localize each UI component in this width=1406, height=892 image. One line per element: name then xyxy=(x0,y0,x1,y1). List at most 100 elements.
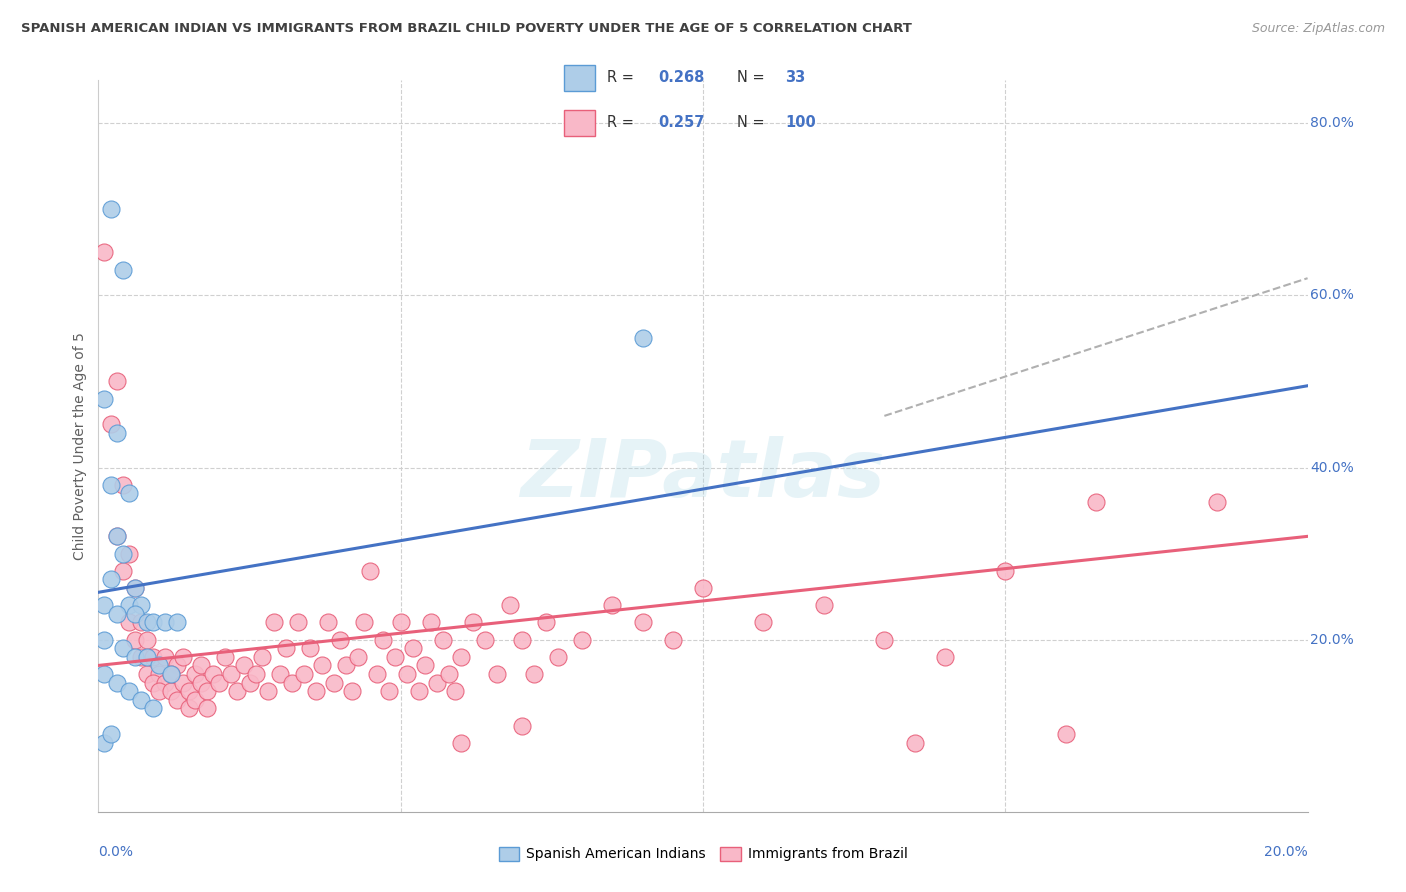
Point xyxy=(450,736,472,750)
Point xyxy=(547,649,569,664)
Text: 0.268: 0.268 xyxy=(658,70,704,86)
Y-axis label: Child Poverty Under the Age of 5: Child Poverty Under the Age of 5 xyxy=(73,332,87,560)
Point xyxy=(232,658,254,673)
Point xyxy=(432,632,454,647)
Point xyxy=(413,658,436,673)
Point xyxy=(135,632,157,647)
Point xyxy=(166,693,188,707)
Point xyxy=(100,202,122,217)
Point xyxy=(813,598,835,612)
Point xyxy=(172,649,194,664)
Point xyxy=(129,615,152,630)
Point xyxy=(245,667,267,681)
Point xyxy=(250,649,273,664)
Point xyxy=(129,649,152,664)
Point xyxy=(239,675,262,690)
Point xyxy=(105,529,128,543)
Point xyxy=(153,649,176,664)
Point xyxy=(177,684,201,698)
Point xyxy=(1085,495,1108,509)
Point xyxy=(287,615,309,630)
Point xyxy=(226,684,249,698)
Point xyxy=(498,598,520,612)
Bar xyxy=(564,110,595,136)
Point xyxy=(752,615,775,630)
Point xyxy=(214,649,236,664)
Point xyxy=(100,477,122,491)
Point xyxy=(124,607,146,621)
Point xyxy=(353,615,375,630)
Point xyxy=(135,649,157,664)
Point xyxy=(172,675,194,690)
Point xyxy=(190,675,212,690)
Point xyxy=(510,719,533,733)
Point xyxy=(135,667,157,681)
Point xyxy=(510,632,533,647)
Point xyxy=(111,564,134,578)
Text: 80.0%: 80.0% xyxy=(1310,116,1354,130)
Point xyxy=(153,615,176,630)
Point xyxy=(1206,495,1229,509)
Text: N =: N = xyxy=(737,115,769,130)
Point xyxy=(111,262,134,277)
Point xyxy=(602,598,624,612)
Point xyxy=(571,632,593,647)
Text: 60.0%: 60.0% xyxy=(1310,288,1354,302)
Point xyxy=(335,658,357,673)
Text: 0.0%: 0.0% xyxy=(98,845,134,859)
Point xyxy=(274,641,297,656)
Point xyxy=(100,573,122,587)
Point xyxy=(142,701,165,715)
Point xyxy=(384,649,406,664)
Point xyxy=(160,684,183,698)
Text: R =: R = xyxy=(607,70,638,86)
Point xyxy=(93,245,115,260)
Text: ZIPatlas: ZIPatlas xyxy=(520,436,886,515)
Point xyxy=(195,701,218,715)
Point xyxy=(148,667,170,681)
Point xyxy=(184,693,207,707)
Point xyxy=(661,632,683,647)
Point xyxy=(342,684,364,698)
Point xyxy=(426,675,449,690)
Point xyxy=(124,632,146,647)
Text: R =: R = xyxy=(607,115,638,130)
Point xyxy=(402,641,425,656)
Point xyxy=(444,684,467,698)
Text: 33: 33 xyxy=(785,70,806,86)
Point xyxy=(934,649,956,664)
Point xyxy=(305,684,328,698)
Point xyxy=(105,529,128,543)
Point xyxy=(153,675,176,690)
Point xyxy=(124,581,146,595)
Bar xyxy=(564,65,595,91)
Point xyxy=(124,649,146,664)
Point xyxy=(419,615,441,630)
Point xyxy=(450,649,472,664)
Point xyxy=(142,615,165,630)
Point xyxy=(534,615,557,630)
Point xyxy=(129,598,152,612)
Point xyxy=(263,615,285,630)
Point xyxy=(371,632,394,647)
Point xyxy=(994,564,1017,578)
Point xyxy=(111,547,134,561)
Point xyxy=(221,667,243,681)
Point xyxy=(347,649,370,664)
Point xyxy=(93,632,115,647)
Point xyxy=(366,667,388,681)
Point xyxy=(437,667,460,681)
Point xyxy=(323,675,346,690)
Point xyxy=(389,615,412,630)
Point xyxy=(160,667,183,681)
Text: Source: ZipAtlas.com: Source: ZipAtlas.com xyxy=(1251,22,1385,36)
Point xyxy=(142,675,165,690)
Point xyxy=(184,667,207,681)
Point xyxy=(135,615,157,630)
Point xyxy=(269,667,291,681)
Text: N =: N = xyxy=(737,70,769,86)
Point xyxy=(118,486,141,500)
Point xyxy=(111,641,134,656)
Point xyxy=(160,667,183,681)
Point xyxy=(631,331,654,345)
